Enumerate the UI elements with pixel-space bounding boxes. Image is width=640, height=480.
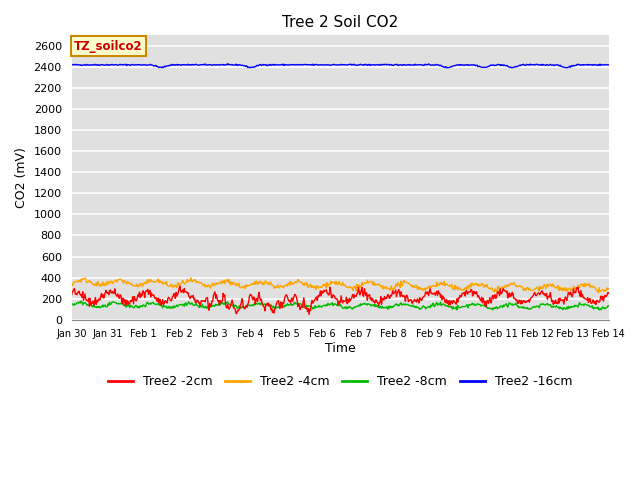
Title: Tree 2 Soil CO2: Tree 2 Soil CO2 xyxy=(282,15,398,30)
Legend: Tree2 -2cm, Tree2 -4cm, Tree2 -8cm, Tree2 -16cm: Tree2 -2cm, Tree2 -4cm, Tree2 -8cm, Tree… xyxy=(103,370,577,393)
Text: TZ_soilco2: TZ_soilco2 xyxy=(74,39,143,53)
Y-axis label: CO2 (mV): CO2 (mV) xyxy=(15,147,28,208)
X-axis label: Time: Time xyxy=(324,342,355,355)
